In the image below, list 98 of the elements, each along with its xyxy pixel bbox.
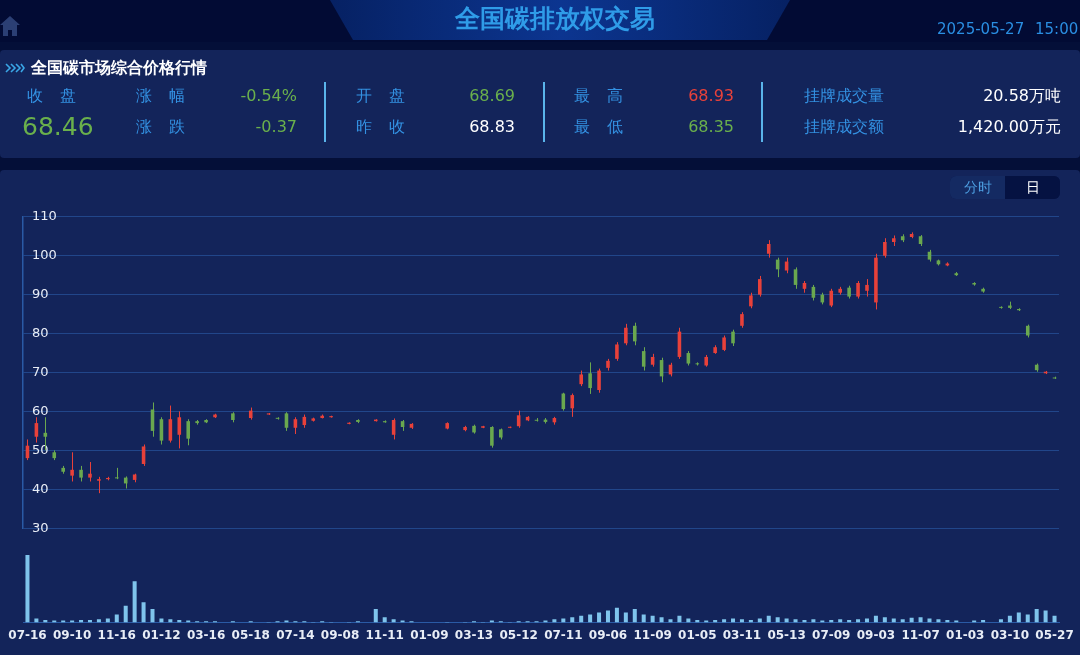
x-tick-label: 01-09 [410, 627, 449, 642]
candlestick [829, 288, 834, 308]
bar [641, 614, 646, 623]
bar [614, 607, 619, 623]
bar [597, 612, 602, 623]
candlestick [588, 361, 592, 395]
category-label: 涨 跌 [136, 117, 186, 137]
bar [382, 617, 387, 623]
bar [918, 617, 923, 623]
text: 全国碳排放权交易 [455, 3, 655, 35]
candlestick [570, 393, 575, 418]
bar [623, 612, 628, 623]
x-tick-label: 09-03 [856, 627, 896, 642]
candlestick [632, 322, 637, 346]
bar [132, 581, 137, 623]
y-tick-label: 80 [32, 324, 49, 340]
text: 68.35 [688, 117, 734, 136]
x-tick-label: 05-18 [231, 627, 270, 642]
x-tick-label: 05-27 [1035, 627, 1074, 642]
x-tick-label: 03-11 [722, 627, 762, 642]
x-tick-label: 11-16 [97, 627, 136, 642]
x-tick-label: 07-09 [812, 627, 851, 642]
text: 68.46 [22, 112, 94, 141]
bar [570, 617, 575, 623]
category-label: 涨 幅 [136, 86, 186, 106]
bar [373, 609, 378, 623]
bar [1025, 614, 1030, 623]
bar [882, 617, 887, 623]
candlestick [758, 275, 762, 298]
category-label: 开 盘 [356, 86, 406, 106]
bar [668, 619, 673, 623]
candlestick [615, 341, 619, 362]
y-tick-label: 110 [32, 208, 57, 224]
bar [1016, 612, 1021, 623]
text: 68.69 [469, 86, 515, 105]
text: 68.93 [688, 86, 734, 105]
bar [659, 617, 664, 623]
y-tick-label: 40 [32, 480, 49, 496]
x-tick-label: 09-10 [52, 627, 92, 642]
y-tick-label: 70 [32, 363, 49, 379]
x-tick-label: 11-07 [901, 627, 940, 642]
y-tick-label: 30 [32, 519, 49, 535]
candlestick [999, 305, 1003, 310]
bar [150, 609, 155, 623]
x-tick-label: 03-10 [990, 627, 1030, 642]
category-label: 挂牌成交额 [804, 117, 884, 137]
x-tick-label: 09-08 [320, 627, 360, 642]
x-tick-label: 03-13 [454, 627, 494, 642]
text: 全国碳市场综合价格行情 [31, 58, 207, 78]
category-label: 最 低 [574, 117, 624, 137]
candlestick [597, 368, 601, 394]
x-tick-label: 07-11 [544, 627, 583, 642]
y-tick-label: 100 [32, 247, 57, 263]
text: 2025-05-27 [937, 19, 1025, 39]
text: 68.83 [469, 117, 515, 136]
candlestick [883, 237, 887, 259]
x-tick-label: 11-11 [365, 627, 404, 642]
bar [588, 614, 593, 623]
x-tick-label: 01-03 [946, 627, 985, 642]
x-tick-label: 01-12 [142, 627, 181, 642]
candlestick [186, 418, 191, 446]
category-label: 挂牌成交量 [804, 86, 884, 106]
bar [927, 618, 932, 623]
y-tick-label: 90 [32, 286, 49, 302]
x-tick-label: 01-05 [678, 627, 717, 642]
x-tick-label: 05-12 [499, 627, 538, 642]
text: 日 [1005, 176, 1060, 199]
text: 20.58万吨 [983, 86, 1061, 105]
y-tick-label: 60 [32, 402, 49, 418]
category-label: 最 高 [574, 86, 624, 106]
x-tick-label: 11-09 [633, 627, 672, 642]
x-tick-label: 07-14 [276, 627, 315, 642]
candlestick [70, 451, 74, 482]
text: 15:00 [1035, 19, 1079, 39]
text: -0.37 [255, 117, 297, 136]
y-tick-label: 50 [32, 441, 49, 457]
candlestick [490, 425, 494, 449]
x-tick-label: 05-13 [767, 627, 806, 642]
text: 1,420.00万元 [957, 117, 1061, 136]
text: 分时 [950, 176, 1005, 199]
x-tick-label: 09-06 [588, 627, 628, 642]
category-label: 昨 收 [356, 117, 406, 137]
bar [114, 614, 119, 623]
x-tick-label: 03-16 [186, 627, 226, 642]
category-label: 收 盘 [27, 86, 77, 106]
bar [632, 609, 637, 623]
bar [123, 605, 128, 623]
bar [605, 610, 610, 623]
bar [25, 555, 30, 623]
text: -0.54% [240, 86, 297, 105]
bar [1034, 609, 1039, 623]
bar [775, 617, 780, 623]
bar [1043, 610, 1048, 623]
x-tick-label: 07-16 [8, 627, 47, 642]
candlestick [88, 461, 92, 482]
candlestick [114, 467, 119, 480]
candlestick [624, 323, 628, 346]
bar [141, 602, 146, 623]
